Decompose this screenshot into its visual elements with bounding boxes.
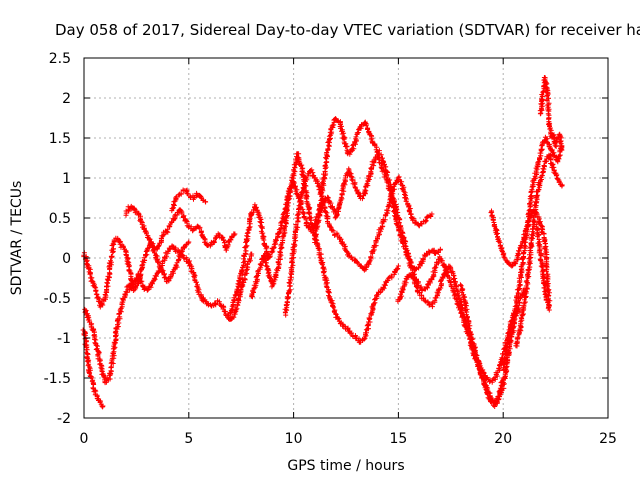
y-axis-label: SDTVAR / TECUs [9,181,25,296]
data-layer [80,75,565,410]
data-markers [127,243,255,322]
y-tick-label: 1 [62,171,71,187]
x-tick-label: 5 [184,431,193,447]
x-tick-label: 0 [80,431,89,447]
y-tick-label: 0.5 [49,211,71,227]
plot-frame [83,57,609,419]
data-series-4 [123,203,238,253]
data-series-16 [513,152,565,349]
data-series-6 [127,243,255,322]
y-tick-label: 2 [62,91,71,107]
x-tick-label: 10 [285,431,303,447]
data-series-8 [249,151,401,345]
data-series-2 [82,279,135,386]
x-tick-label: 25 [599,431,617,447]
x-axis-label: GPS time / hours [287,458,404,474]
data-series-17 [537,75,565,153]
data-markers [537,75,565,153]
y-tick-label: -1 [57,331,71,347]
data-markers [500,134,565,373]
data-markers [249,151,401,345]
x-tick-label: 20 [494,431,512,447]
y-tick-label: -2 [57,411,71,427]
data-markers [123,203,238,253]
data-markers [82,279,135,386]
data-markers [513,152,565,349]
data-markers [169,187,209,214]
y-tick-label: 2.5 [49,51,71,67]
y-tick-label: 1.5 [49,131,71,147]
chart-title: Day 058 of 2017, Sidereal Day-to-day VTE… [55,21,640,39]
data-series-5 [169,187,209,214]
data-series-18 [533,222,552,313]
data-markers [533,222,552,313]
data-series-15 [500,134,565,373]
x-tick-label: 15 [389,431,407,447]
y-tick-label: -0.5 [44,291,71,307]
tick-layer: 0 5 10 15 20 25 -2 -1.5 -1 -0.5 0 0.5 1 1.5 2 2.5 [44,51,617,447]
y-tick-label: 0 [62,251,71,267]
y-tick-label: -1.5 [44,371,71,387]
